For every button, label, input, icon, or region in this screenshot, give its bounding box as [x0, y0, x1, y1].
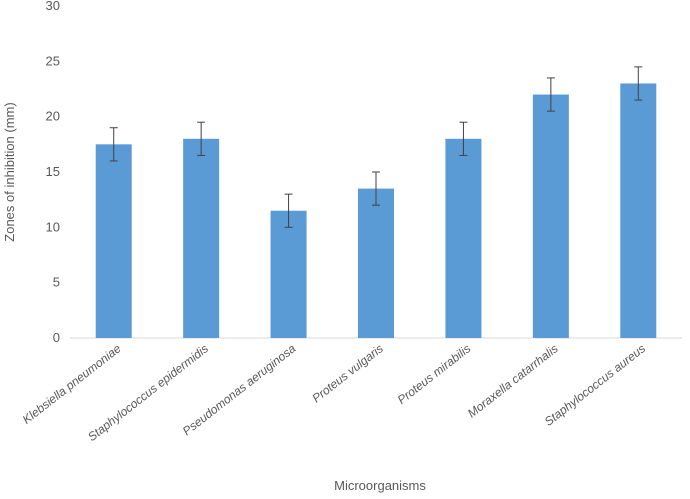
y-tick-label: 30	[46, 0, 60, 13]
bar	[95, 144, 132, 338]
y-axis-title: Zones of inhibition (mm)	[2, 102, 17, 241]
bar	[183, 138, 220, 338]
y-tick-label: 5	[53, 275, 60, 290]
x-tick-label: Proteus vulgaris	[309, 341, 385, 405]
bar	[270, 210, 307, 338]
error-bar	[197, 121, 206, 156]
x-tick-label: Proteus mirabilis	[395, 341, 474, 407]
error-bars	[109, 66, 643, 228]
bars	[95, 83, 657, 339]
bar	[620, 83, 657, 338]
y-axis: 0 5 10 15 20 25 30	[46, 0, 60, 345]
error-bar	[634, 66, 643, 101]
x-axis-title: Microorganisms	[334, 478, 426, 493]
y-tick-label: 25	[46, 53, 60, 68]
error-bar	[546, 77, 555, 112]
error-bar	[459, 121, 468, 156]
bar	[445, 138, 482, 338]
error-bar	[284, 193, 293, 228]
error-bar	[109, 127, 118, 162]
y-tick-label: 10	[46, 219, 60, 234]
x-tick-label: Moraxella catarrhalis	[465, 341, 561, 420]
y-tick-label: 15	[46, 164, 60, 179]
y-tick-label: 0	[53, 330, 60, 345]
bar	[358, 188, 394, 338]
error-bar	[372, 171, 380, 206]
y-tick-label: 20	[46, 109, 60, 124]
bar	[532, 94, 569, 339]
